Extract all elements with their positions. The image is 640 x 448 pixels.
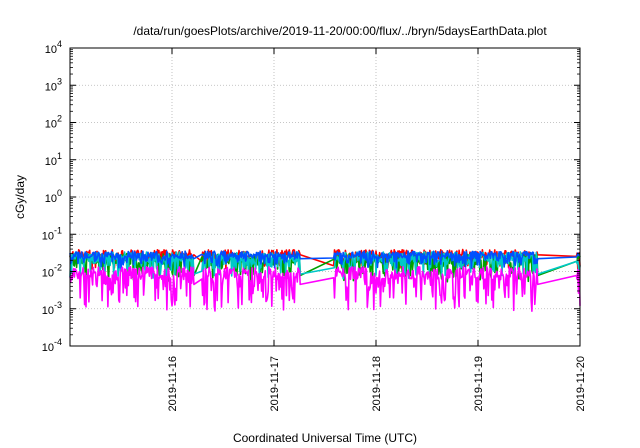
- y-tick-label: 102: [45, 114, 62, 131]
- y-tick-label: 10-1: [42, 225, 62, 242]
- chart-title: /data/run/goesPlots/archive/2019-11-20/0…: [133, 24, 547, 38]
- y-tick-label: 10-3: [42, 300, 62, 317]
- x-tick-label: 2019-11-18: [371, 356, 383, 411]
- y-tick-label: 100: [45, 188, 62, 205]
- x-axis-title: Coordinated Universal Time (UTC): [233, 431, 417, 445]
- y-tick-label: 103: [45, 76, 62, 93]
- data-series: [69, 248, 581, 312]
- y-tick-label: 104: [45, 39, 62, 56]
- grid-lines: [70, 48, 581, 346]
- series-line: [69, 250, 581, 270]
- x-tick-label: 2019-11-20: [575, 356, 587, 411]
- y-tick-label: 101: [45, 151, 62, 168]
- series-line: [69, 265, 581, 312]
- y-tick-label: 10-2: [42, 263, 62, 280]
- y-tick-label: 10-4: [42, 337, 62, 354]
- y-axis-title: cGy/day: [13, 175, 27, 219]
- x-tick-label: 2019-11-17: [269, 356, 281, 411]
- x-tick-label: 2019-11-16: [167, 356, 179, 411]
- x-tick-label: 2019-11-19: [473, 356, 485, 411]
- y-axis: 10-4 10-3 10-2 10-1 100 101 102 103 104: [42, 39, 580, 354]
- x-axis: 2019-11-16 2019-11-17 2019-11-18 2019-11-19…: [167, 48, 587, 411]
